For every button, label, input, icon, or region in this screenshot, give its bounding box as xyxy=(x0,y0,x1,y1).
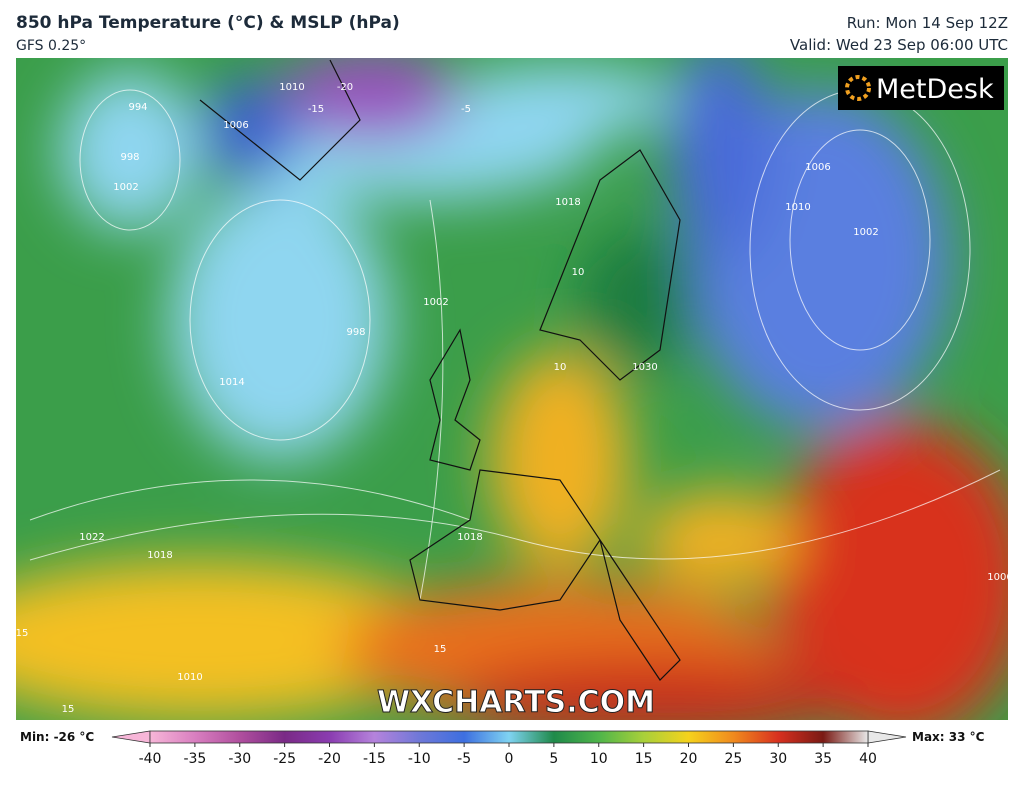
logo-icon xyxy=(845,75,871,101)
contour-label: -5 xyxy=(461,104,471,115)
contour-label: 1010 xyxy=(279,82,304,93)
contour-label: 1006 xyxy=(223,120,248,131)
contour-label: -20 xyxy=(337,82,353,93)
colorbar-tick-label: 30 xyxy=(769,751,787,767)
colorbar-tick-label: -20 xyxy=(318,751,341,767)
colorbar-tick-label: -15 xyxy=(363,751,386,767)
contour-label: 1014 xyxy=(219,377,244,388)
contour-label: 15 xyxy=(16,628,29,639)
contour-label: 1030 xyxy=(632,362,657,373)
colorbar-tick-label: -10 xyxy=(408,751,431,767)
contour-label: 1002 xyxy=(423,297,448,308)
colorbar-tick-label: -5 xyxy=(457,751,471,767)
valid-time: Valid: Wed 23 Sep 06:00 UTC xyxy=(790,36,1008,54)
contour-label: 1006 xyxy=(805,162,830,173)
contour-label: 15 xyxy=(434,644,447,655)
max-label: Max: 33 °C xyxy=(912,730,985,744)
colorbar: -40 -35 -30 -25 -20 -15 -10 -5 0 5 10 15 20 25 30 35 40 xyxy=(111,730,907,767)
watermark: WXCHARTS.COM xyxy=(377,685,655,720)
colorbar-low-arrow xyxy=(111,730,151,744)
contour-label: 10 xyxy=(554,362,567,373)
colorbar-tick-label: 10 xyxy=(590,751,608,767)
colorbar-high-arrow xyxy=(867,730,907,744)
model: GFS 0.25° xyxy=(16,38,86,54)
colorbar-tick-label: -25 xyxy=(273,751,296,767)
colorbar-tick-label: -40 xyxy=(139,751,162,767)
contour-label: 1002 xyxy=(113,182,138,193)
colorbar-tick-label: 5 xyxy=(549,751,558,767)
colorbar-tick-label: 15 xyxy=(635,751,653,767)
colorbar-bar xyxy=(149,730,869,744)
contour-label: 15 xyxy=(62,704,75,715)
contour-label: 1002 xyxy=(853,227,878,238)
contour-label: 10 xyxy=(572,267,585,278)
contour-label: 1010 xyxy=(177,672,202,683)
contour-label: 1010 xyxy=(785,202,810,213)
colorbar-tick-label: 40 xyxy=(859,751,877,767)
run-time: Run: Mon 14 Sep 12Z xyxy=(847,14,1008,32)
min-label: Min: -26 °C xyxy=(20,730,94,744)
logo-box xyxy=(838,66,1004,110)
colorbar-tick-label: 35 xyxy=(814,751,832,767)
contour-label: 1018 xyxy=(147,550,172,561)
colorbar-tick-label: -35 xyxy=(183,751,206,767)
title: 850 hPa Temperature (°C) & MSLP (hPa) xyxy=(16,13,400,33)
colorbar-tick-label: -30 xyxy=(228,751,251,767)
contour-label: -15 xyxy=(308,104,324,115)
colorbar-tick-label: 20 xyxy=(680,751,698,767)
contour-label: 1022 xyxy=(79,532,104,543)
contour-label: 998 xyxy=(346,327,365,338)
contour-labels: 9949981002100610101014998100210181030100… xyxy=(16,82,1012,715)
logo: MetDesk xyxy=(876,74,994,105)
contour-label: 1018 xyxy=(555,197,580,208)
colorbar-tick-label: 0 xyxy=(505,751,514,767)
contour-label: 1006 xyxy=(987,572,1012,583)
contour-label: 998 xyxy=(120,152,139,163)
contour-label: 994 xyxy=(128,102,147,113)
colorbar-tick-label: 25 xyxy=(724,751,742,767)
map: 9949981002100610101014998100210181030100… xyxy=(16,58,1012,720)
contour-label: 1018 xyxy=(457,532,482,543)
